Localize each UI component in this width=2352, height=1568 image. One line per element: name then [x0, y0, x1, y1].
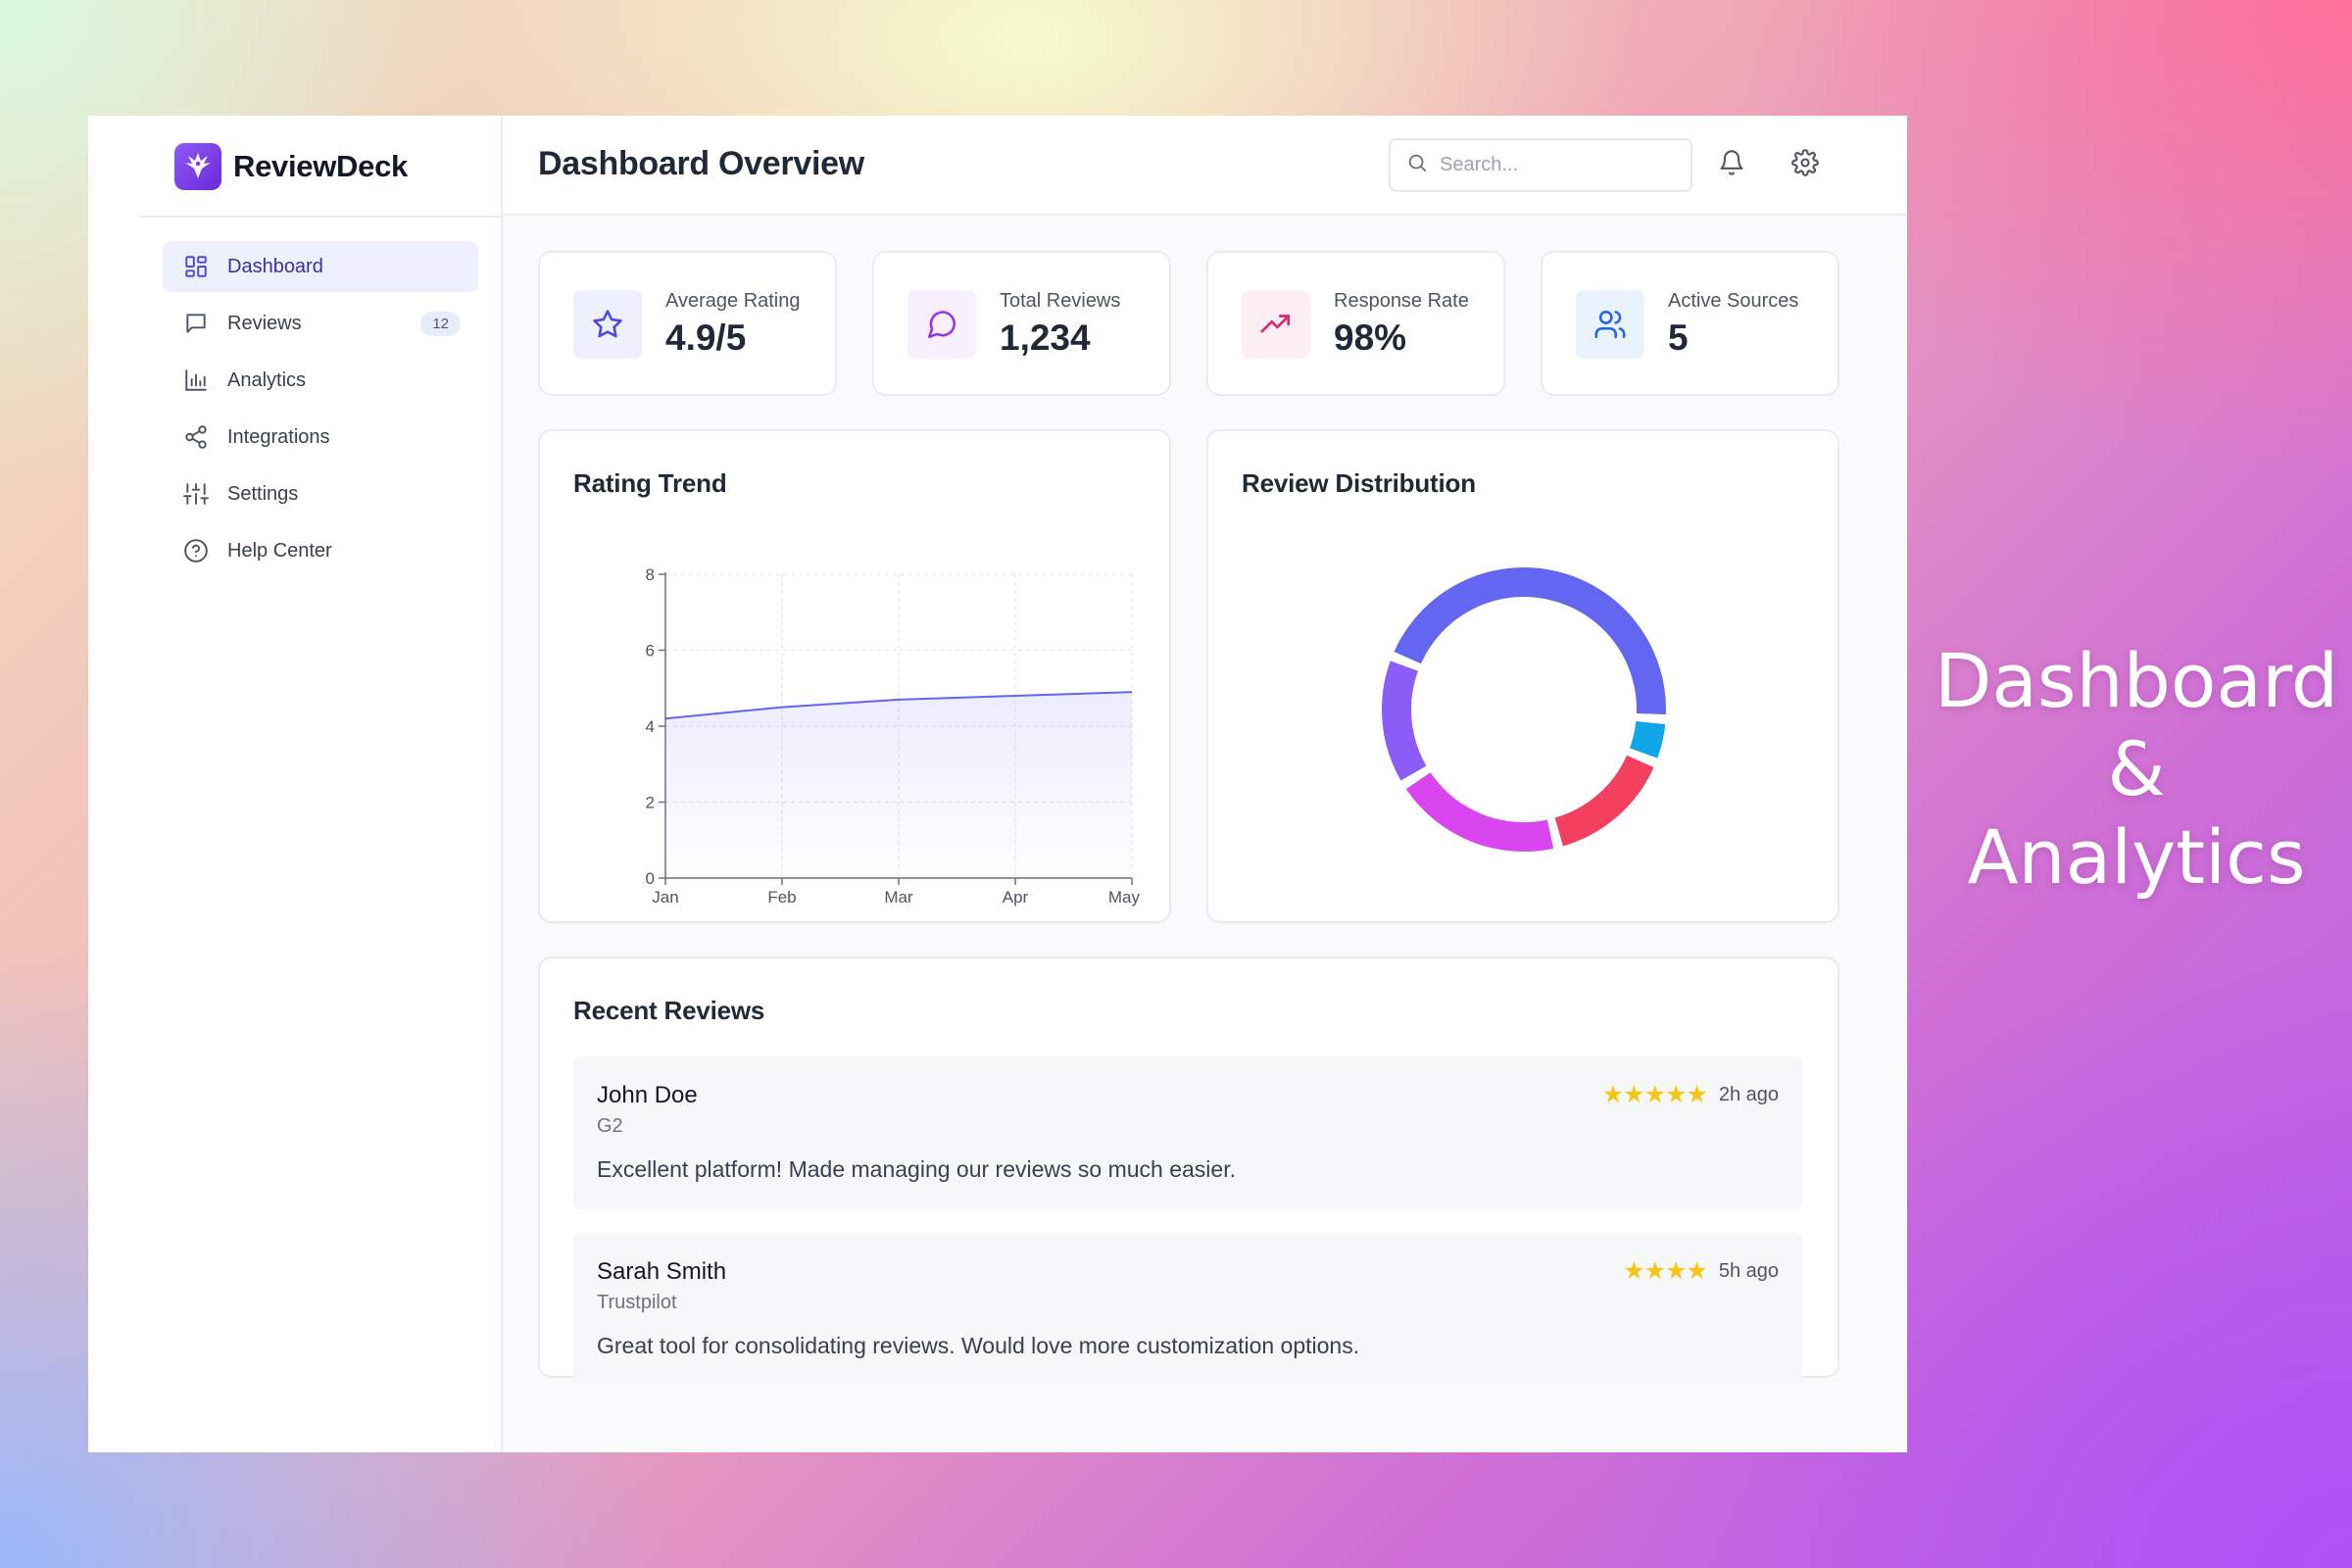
stat-card-total-reviews: Total Reviews 1,234 — [872, 251, 1171, 396]
review-distribution-title: Review Distribution — [1242, 468, 1476, 498]
stat-label: Total Reviews — [1000, 290, 1121, 312]
review-distribution-chart — [1382, 567, 1666, 852]
sidebar-item-label: Dashboard — [227, 255, 323, 277]
sidebar-item-label: Reviews — [227, 312, 302, 334]
stat-card-active-sources: Active Sources 5 — [1541, 251, 1839, 396]
sidebar-item-reviews[interactable]: Reviews 12 — [163, 298, 478, 349]
sliders-icon — [182, 480, 210, 508]
y-tick-label: 0 — [646, 869, 655, 888]
rating-trend-card: Rating Trend 0 2 4 6 8 Jan Feb Mar Apr May — [538, 429, 1171, 923]
main-content: Dashboard Overview — [503, 116, 1907, 1452]
donut-slice — [1382, 661, 1427, 781]
share-icon — [182, 423, 210, 451]
review-source: G2 — [597, 1115, 623, 1137]
review-time: 2h ago — [1718, 1083, 1779, 1105]
x-tick-label: Mar — [884, 888, 913, 906]
dashboard-icon — [182, 253, 210, 280]
sidebar-item-label: Integrations — [227, 425, 330, 448]
sidebar-item-integrations[interactable]: Integrations — [163, 412, 478, 463]
reviewer-name: Sarah Smith — [597, 1258, 727, 1285]
stat-value: 98% — [1334, 318, 1407, 358]
app-window: ReviewDeck Dashboard Reviews — [88, 116, 1907, 1452]
stat-label: Response Rate — [1334, 290, 1469, 312]
star-rating-icon: ★★★★ — [1623, 1257, 1708, 1285]
message-circle-icon — [907, 290, 976, 359]
settings-button[interactable] — [1786, 145, 1825, 184]
sidebar-item-label: Settings — [227, 482, 299, 505]
donut-slice — [1405, 771, 1554, 852]
sidebar-item-dashboard[interactable]: Dashboard — [163, 241, 478, 292]
x-tick-label: Jan — [652, 888, 678, 906]
brand-name: ReviewDeck — [233, 149, 408, 183]
review-source: Trustpilot — [597, 1292, 677, 1313]
search-box[interactable] — [1389, 138, 1692, 192]
help-circle-icon — [182, 537, 210, 564]
review-meta: ★★★★★ 2h ago — [1602, 1080, 1779, 1109]
review-time: 5h ago — [1718, 1259, 1779, 1282]
tagline-line: Analytics — [1967, 813, 2306, 901]
x-tick-label: Apr — [1003, 888, 1029, 906]
gear-icon — [1791, 148, 1819, 181]
stat-card-average-rating: Average Rating 4.9/5 — [538, 251, 837, 396]
brand[interactable]: ReviewDeck — [174, 143, 408, 190]
sidebar-item-analytics[interactable]: Analytics — [163, 355, 478, 406]
sidebar-item-help-center[interactable]: Help Center — [163, 525, 478, 576]
review-item[interactable]: Sarah Smith Trustpilot Great tool for co… — [573, 1233, 1802, 1386]
tagline-line: & — [2107, 725, 2166, 812]
phoenix-logo-icon — [174, 143, 221, 190]
stat-value: 1,234 — [1000, 318, 1091, 358]
star-icon — [573, 290, 642, 359]
rating-trend-title: Rating Trend — [573, 468, 727, 498]
sidebar-item-settings[interactable]: Settings — [163, 468, 478, 519]
stat-label: Average Rating — [665, 290, 801, 312]
y-tick-label: 2 — [646, 794, 655, 812]
x-tick-label: Feb — [767, 888, 796, 906]
x-tick-label: May — [1108, 888, 1141, 906]
review-text: Great tool for consolidating reviews. Wo… — [597, 1333, 1360, 1358]
stat-label: Active Sources — [1668, 290, 1799, 312]
reviews-count-badge: 12 — [420, 311, 461, 336]
sidebar-nav: Dashboard Reviews 12 Analytics — [163, 241, 478, 582]
topbar: Dashboard Overview — [503, 116, 1907, 216]
review-item[interactable]: John Doe G2 Excellent platform! Made man… — [573, 1056, 1802, 1209]
donut-slice — [1629, 720, 1666, 759]
donut-slice — [1394, 567, 1666, 715]
sidebar-divider — [139, 216, 501, 218]
users-icon — [1576, 290, 1644, 359]
rating-trend-chart: 0 2 4 6 8 Jan Feb Mar Apr May — [646, 565, 1141, 906]
y-tick-label: 6 — [646, 642, 655, 661]
trending-up-icon — [1242, 290, 1310, 359]
stat-value: 4.9/5 — [665, 318, 747, 358]
star-rating-icon: ★★★★★ — [1601, 1081, 1708, 1108]
bell-icon — [1718, 149, 1745, 181]
reviewer-name: John Doe — [597, 1082, 698, 1108]
message-icon — [182, 310, 210, 337]
recent-reviews-card: Recent Reviews John Doe G2 Excellent pla… — [538, 956, 1839, 1386]
recent-reviews-title: Recent Reviews — [573, 996, 765, 1025]
tagline-line: Dashboard — [1934, 637, 2339, 724]
review-meta: ★★★★ 5h ago — [1623, 1256, 1779, 1286]
page-title: Dashboard Overview — [538, 145, 864, 182]
review-text: Excellent platform! Made managing our re… — [597, 1156, 1236, 1182]
search-icon — [1406, 152, 1428, 178]
donut-slice — [1554, 755, 1654, 847]
sidebar: ReviewDeck Dashboard Reviews — [88, 116, 503, 1452]
y-tick-label: 8 — [646, 565, 655, 584]
marketing-tagline: Dashboard & Analytics — [1921, 637, 2352, 902]
bar-chart-icon — [182, 367, 210, 394]
notifications-button[interactable] — [1712, 145, 1751, 184]
sidebar-item-label: Analytics — [227, 368, 307, 391]
y-tick-label: 4 — [646, 717, 655, 736]
stat-card-response-rate: Response Rate 98% — [1206, 251, 1505, 396]
trend-area — [665, 692, 1132, 878]
review-distribution-card: Review Distribution — [1206, 429, 1839, 923]
stat-value: 5 — [1668, 318, 1689, 358]
search-input[interactable] — [1440, 154, 1665, 176]
sidebar-item-label: Help Center — [227, 539, 332, 562]
